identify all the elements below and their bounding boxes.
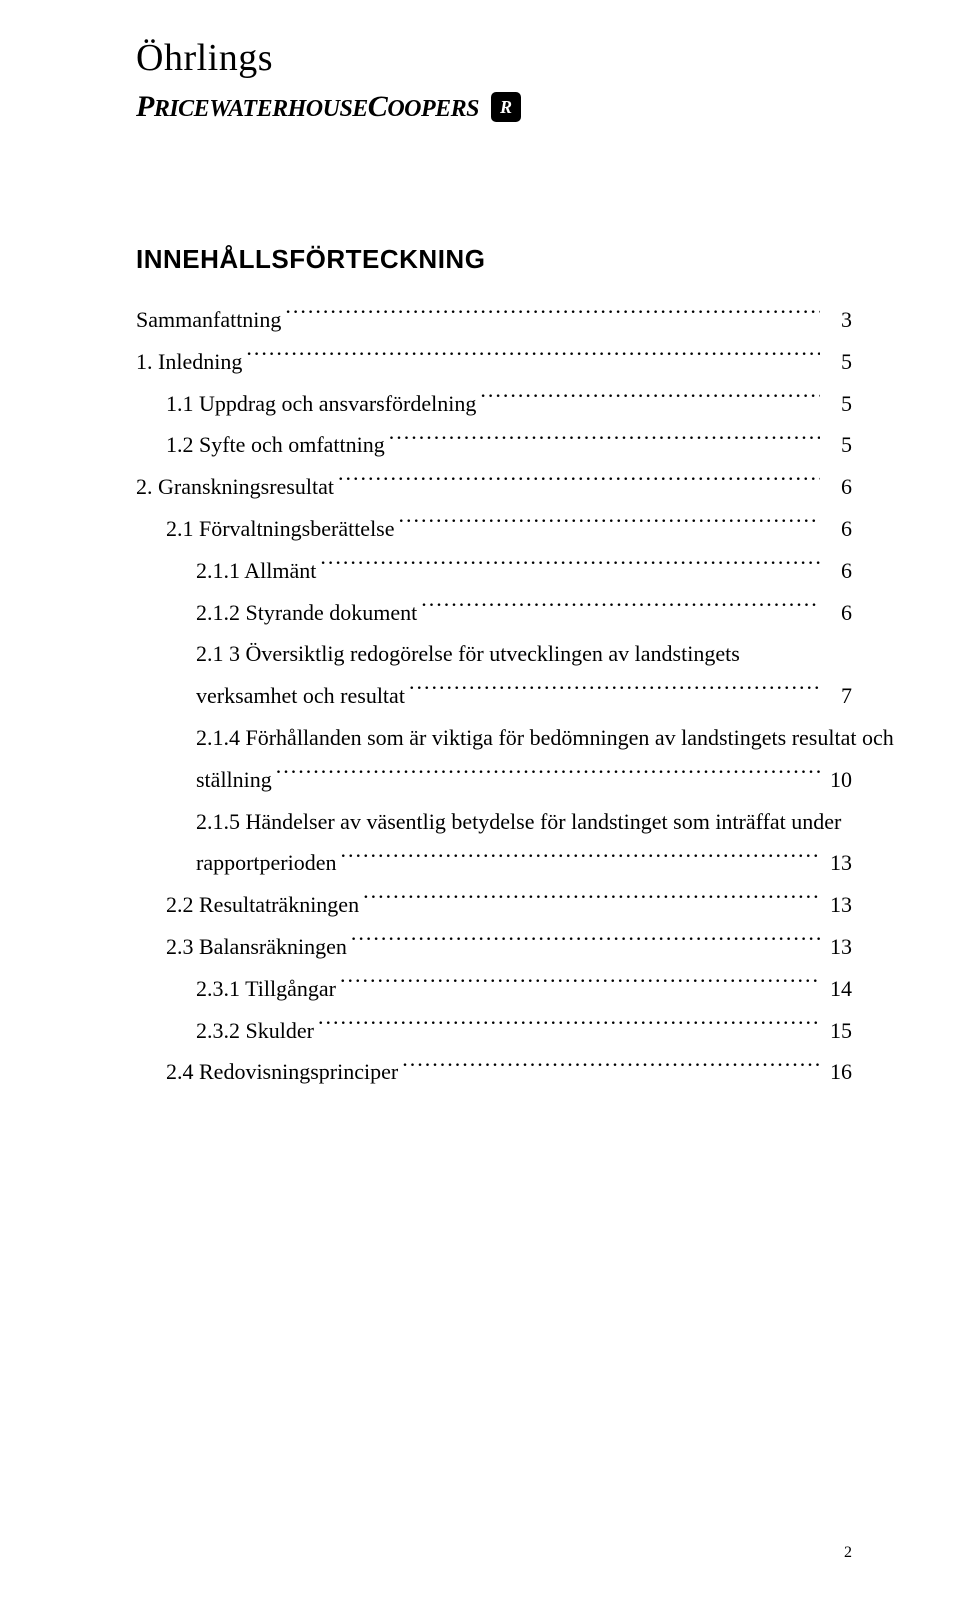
toc-label: 2. Granskningsresultat [136,466,334,508]
toc-label: 2.3.1 Tillgångar [196,968,336,1010]
toc-label: ställning [196,759,272,801]
toc-leader-dots [389,430,820,452]
toc-leader-dots [285,305,820,327]
toc-page-number: 6 [824,550,852,592]
toc-page-number: 13 [824,926,852,968]
toc-leader-dots [363,890,820,912]
pwc-badge-icon: R [491,92,521,122]
toc-page-number: 13 [824,884,852,926]
header-logo: Öhrlings PRICEWATERHOUSECOOPERS R [136,36,852,124]
toc-page-number: 6 [824,592,852,634]
toc-page-number: 3 [824,299,852,341]
document-page: Öhrlings PRICEWATERHOUSECOOPERS R INNEHÅ… [0,0,960,1622]
toc-page-number: 7 [824,675,852,717]
toc-label: 2.1.5 Händelser av väsentlig betydelse f… [196,801,841,843]
toc-entry: 2.1 3 Översiktlig redogörelse för utveck… [136,633,852,675]
toc-label: 2.4 Redovisningsprinciper [166,1051,398,1093]
toc-page-number: 5 [824,424,852,466]
toc-entry: 2.2 Resultaträkningen 13 [136,884,852,926]
toc-entry: 1.2 Syfte och omfattning 5 [136,424,852,466]
table-of-contents: Sammanfattning31. Inledning51.1 Uppdrag … [136,299,852,1093]
toc-page-number: 6 [824,466,852,508]
toc-leader-dots [351,932,820,954]
toc-page-number: 6 [824,508,852,550]
toc-entry-continuation: rapportperioden 13 [136,842,852,884]
toc-label: rapportperioden [196,842,337,884]
toc-page-number: 14 [824,968,852,1010]
toc-entry: 2.1 Förvaltningsberättelse 6 [136,508,852,550]
toc-label: verksamhet och resultat [196,675,405,717]
toc-entry: 2.3.2 Skulder 15 [136,1010,852,1052]
toc-entry: Sammanfattning 3 [136,299,852,341]
toc-leader-dots [421,598,820,620]
toc-leader-dots [246,347,820,369]
toc-leader-dots [480,389,820,411]
toc-label: 2.1.2 Styrande dokument [196,592,417,634]
toc-entry-continuation: verksamhet och resultat 7 [136,675,852,717]
toc-entry: 2. Granskningsresultat 6 [136,466,852,508]
toc-label: 1. Inledning [136,341,242,383]
toc-entry: 2.3 Balansräkningen 13 [136,926,852,968]
toc-entry: 2.1.2 Styrande dokument 6 [136,592,852,634]
toc-label: 2.1.4 Förhållanden som är viktiga för be… [196,717,894,759]
toc-entry-continuation: ställning 10 [136,759,852,801]
toc-page-number: 15 [824,1010,852,1052]
toc-page-number: 5 [824,341,852,383]
toc-page-number: 5 [824,383,852,425]
logo-line1: Öhrlings [136,36,852,80]
toc-leader-dots [399,514,820,536]
toc-entry: 1. Inledning 5 [136,341,852,383]
toc-entry: 2.1.5 Händelser av väsentlig betydelse f… [136,801,852,843]
toc-leader-dots [338,472,820,494]
toc-label: Sammanfattning [136,299,281,341]
toc-page-number: 13 [824,842,852,884]
toc-page-number: 10 [824,759,852,801]
toc-leader-dots [320,556,820,578]
logo-line2: PRICEWATERHOUSECOOPERS [136,90,479,124]
toc-entry: 1.1 Uppdrag och ansvarsfördelning 5 [136,383,852,425]
toc-leader-dots [402,1057,820,1079]
toc-label: 2.3 Balansräkningen [166,926,347,968]
toc-entry: 2.1.1 Allmänt 6 [136,550,852,592]
toc-entry: 2.3.1 Tillgångar 14 [136,968,852,1010]
toc-label: 1.1 Uppdrag och ansvarsfördelning [166,383,476,425]
toc-leader-dots [341,848,821,870]
toc-label: 1.2 Syfte och omfattning [166,424,385,466]
toc-leader-dots [340,974,820,996]
toc-page-number: 16 [824,1051,852,1093]
toc-leader-dots [276,765,820,787]
toc-label: 2.1.1 Allmänt [196,550,316,592]
toc-heading: INNEHÅLLSFÖRTECKNING [136,244,852,275]
logo-row: PRICEWATERHOUSECOOPERS R [136,90,852,124]
toc-entry: 2.1.4 Förhållanden som är viktiga för be… [136,717,852,759]
page-number: 2 [844,1544,852,1562]
toc-label: 2.1 3 Översiktlig redogörelse för utveck… [196,633,740,675]
toc-label: 2.3.2 Skulder [196,1010,314,1052]
toc-label: 2.2 Resultaträkningen [166,884,359,926]
toc-leader-dots [318,1016,820,1038]
toc-entry: 2.4 Redovisningsprinciper 16 [136,1051,852,1093]
toc-label: 2.1 Förvaltningsberättelse [166,508,395,550]
toc-leader-dots [409,681,820,703]
